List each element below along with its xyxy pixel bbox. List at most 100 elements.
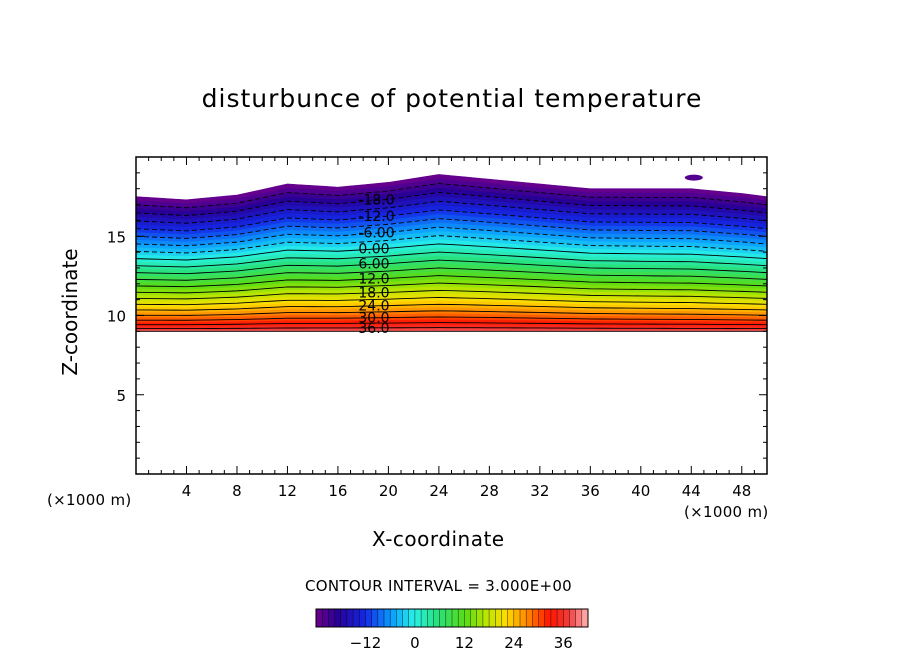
colorbar-cell [452, 609, 459, 627]
y-tick-label: 5 [116, 387, 126, 405]
contour-line [136, 191, 767, 217]
contour-line-layer [136, 183, 767, 332]
colorbar-cell [340, 609, 348, 627]
y-tick-label: 10 [107, 308, 126, 326]
colorbar-cell [538, 609, 546, 627]
x-tick-label: 36 [581, 482, 600, 500]
contour-line [136, 259, 767, 275]
contour-line [136, 200, 767, 224]
colorbar-tick-label: 24 [504, 634, 523, 652]
contour-line [136, 243, 767, 261]
contour-label: -6.00 [358, 225, 394, 241]
colorbar-tick-label: −12 [350, 634, 382, 652]
x-tick-label: 24 [429, 482, 448, 500]
x-tick-label: 4 [182, 482, 192, 500]
colorbar-cell [550, 609, 558, 627]
contour-label: 30.0 [358, 311, 389, 327]
contour-line [136, 310, 767, 316]
colorbar-cell [458, 609, 465, 627]
colorbar-cell [390, 609, 397, 627]
contour-label: 24.0 [358, 299, 389, 315]
x-tick-label: 28 [480, 482, 499, 500]
contour-line [136, 218, 767, 239]
contour-line [136, 267, 767, 281]
x-tick-label: 48 [732, 482, 751, 500]
contour-line [136, 316, 767, 321]
x-tick-label: 12 [278, 482, 297, 500]
colorbar-cell [445, 609, 453, 627]
contour-label: 36.0 [358, 321, 389, 337]
colorbar-cell [384, 609, 391, 627]
colorbar-cell [433, 609, 440, 627]
y-tick-label: 15 [107, 228, 126, 246]
colorbar-cell [359, 609, 366, 627]
x-axis-label: X-coordinate [372, 527, 505, 551]
colorbar-cell [544, 609, 552, 627]
contour-line [136, 209, 767, 232]
contour-line [136, 235, 767, 254]
colorbar-cell [581, 609, 589, 627]
x-axis-unit: (×1000 m) [684, 503, 769, 521]
colorbar-cell [569, 609, 576, 627]
y-axis-unit: (×1000 m) [47, 491, 132, 509]
colorbar-cell [532, 609, 539, 627]
colorbar-cell [316, 609, 323, 627]
contour-label: 0.00 [358, 241, 389, 257]
chart-title: disturbunce of potential temperature [201, 84, 703, 113]
colorbar-tick-label: 12 [455, 634, 474, 652]
colorbar-cell [495, 609, 502, 627]
colorbar-cell [513, 609, 521, 627]
contour-label: 12.0 [358, 271, 389, 287]
contour-interval-text: CONTOUR INTERVAL = 3.000E+00 [305, 577, 573, 595]
contour-line [136, 251, 767, 268]
colorbar-cell [346, 609, 354, 627]
x-tick-label: 40 [631, 482, 650, 500]
contour-line [136, 289, 767, 300]
contour-label: 6.00 [358, 257, 389, 273]
x-tick-label: 16 [328, 482, 347, 500]
contour-line [136, 275, 767, 288]
colorbar-cell [414, 609, 422, 627]
colorbar-cell [470, 609, 478, 627]
colorbar-cell [557, 609, 564, 627]
colorbar-cell [439, 609, 447, 627]
contour-label: -18.0 [358, 192, 394, 208]
colorbar-cell [396, 609, 403, 627]
colorbar-cell [526, 609, 533, 627]
x-tick-label: 8 [232, 482, 242, 500]
contour-line [136, 226, 767, 247]
colorbar-cell [421, 609, 428, 627]
colorbar-cell [507, 609, 515, 627]
colorbar-cell [482, 609, 490, 627]
colorbar-cell [353, 609, 360, 627]
contour-line [136, 297, 767, 306]
colorbar-cell [464, 609, 471, 627]
colorbar-cell [371, 609, 379, 627]
contour-line [136, 327, 767, 330]
colorbar-cell [334, 609, 342, 627]
contour-line [136, 322, 767, 326]
colorbar-cell [427, 609, 434, 627]
contour-line [136, 303, 767, 311]
x-tick-label: 44 [682, 482, 701, 500]
colorbar-cell [377, 609, 385, 627]
colorbar-cell [322, 609, 329, 627]
colorbar-tick-label: 36 [554, 634, 573, 652]
colorbar-cell [520, 609, 527, 627]
contour-label-layer: -18.0-12.0-6.000.006.0012.018.024.030.03… [358, 192, 394, 336]
x-tick-label: 32 [530, 482, 549, 500]
contour-patch [684, 174, 703, 181]
x-tick-label: 20 [379, 482, 398, 500]
contour-label: 18.0 [358, 285, 389, 301]
colorbar-cell [575, 609, 583, 627]
colorbar: −12 0 12 24 36 [315, 608, 589, 652]
colorbar-cell [408, 609, 416, 627]
colorbar-cell [501, 609, 508, 627]
colorbar-frame [315, 608, 589, 628]
colorbar-cell [402, 609, 410, 627]
colorbar-cell [476, 609, 484, 627]
contour-line [136, 183, 767, 209]
colorbar-cell [563, 609, 570, 627]
